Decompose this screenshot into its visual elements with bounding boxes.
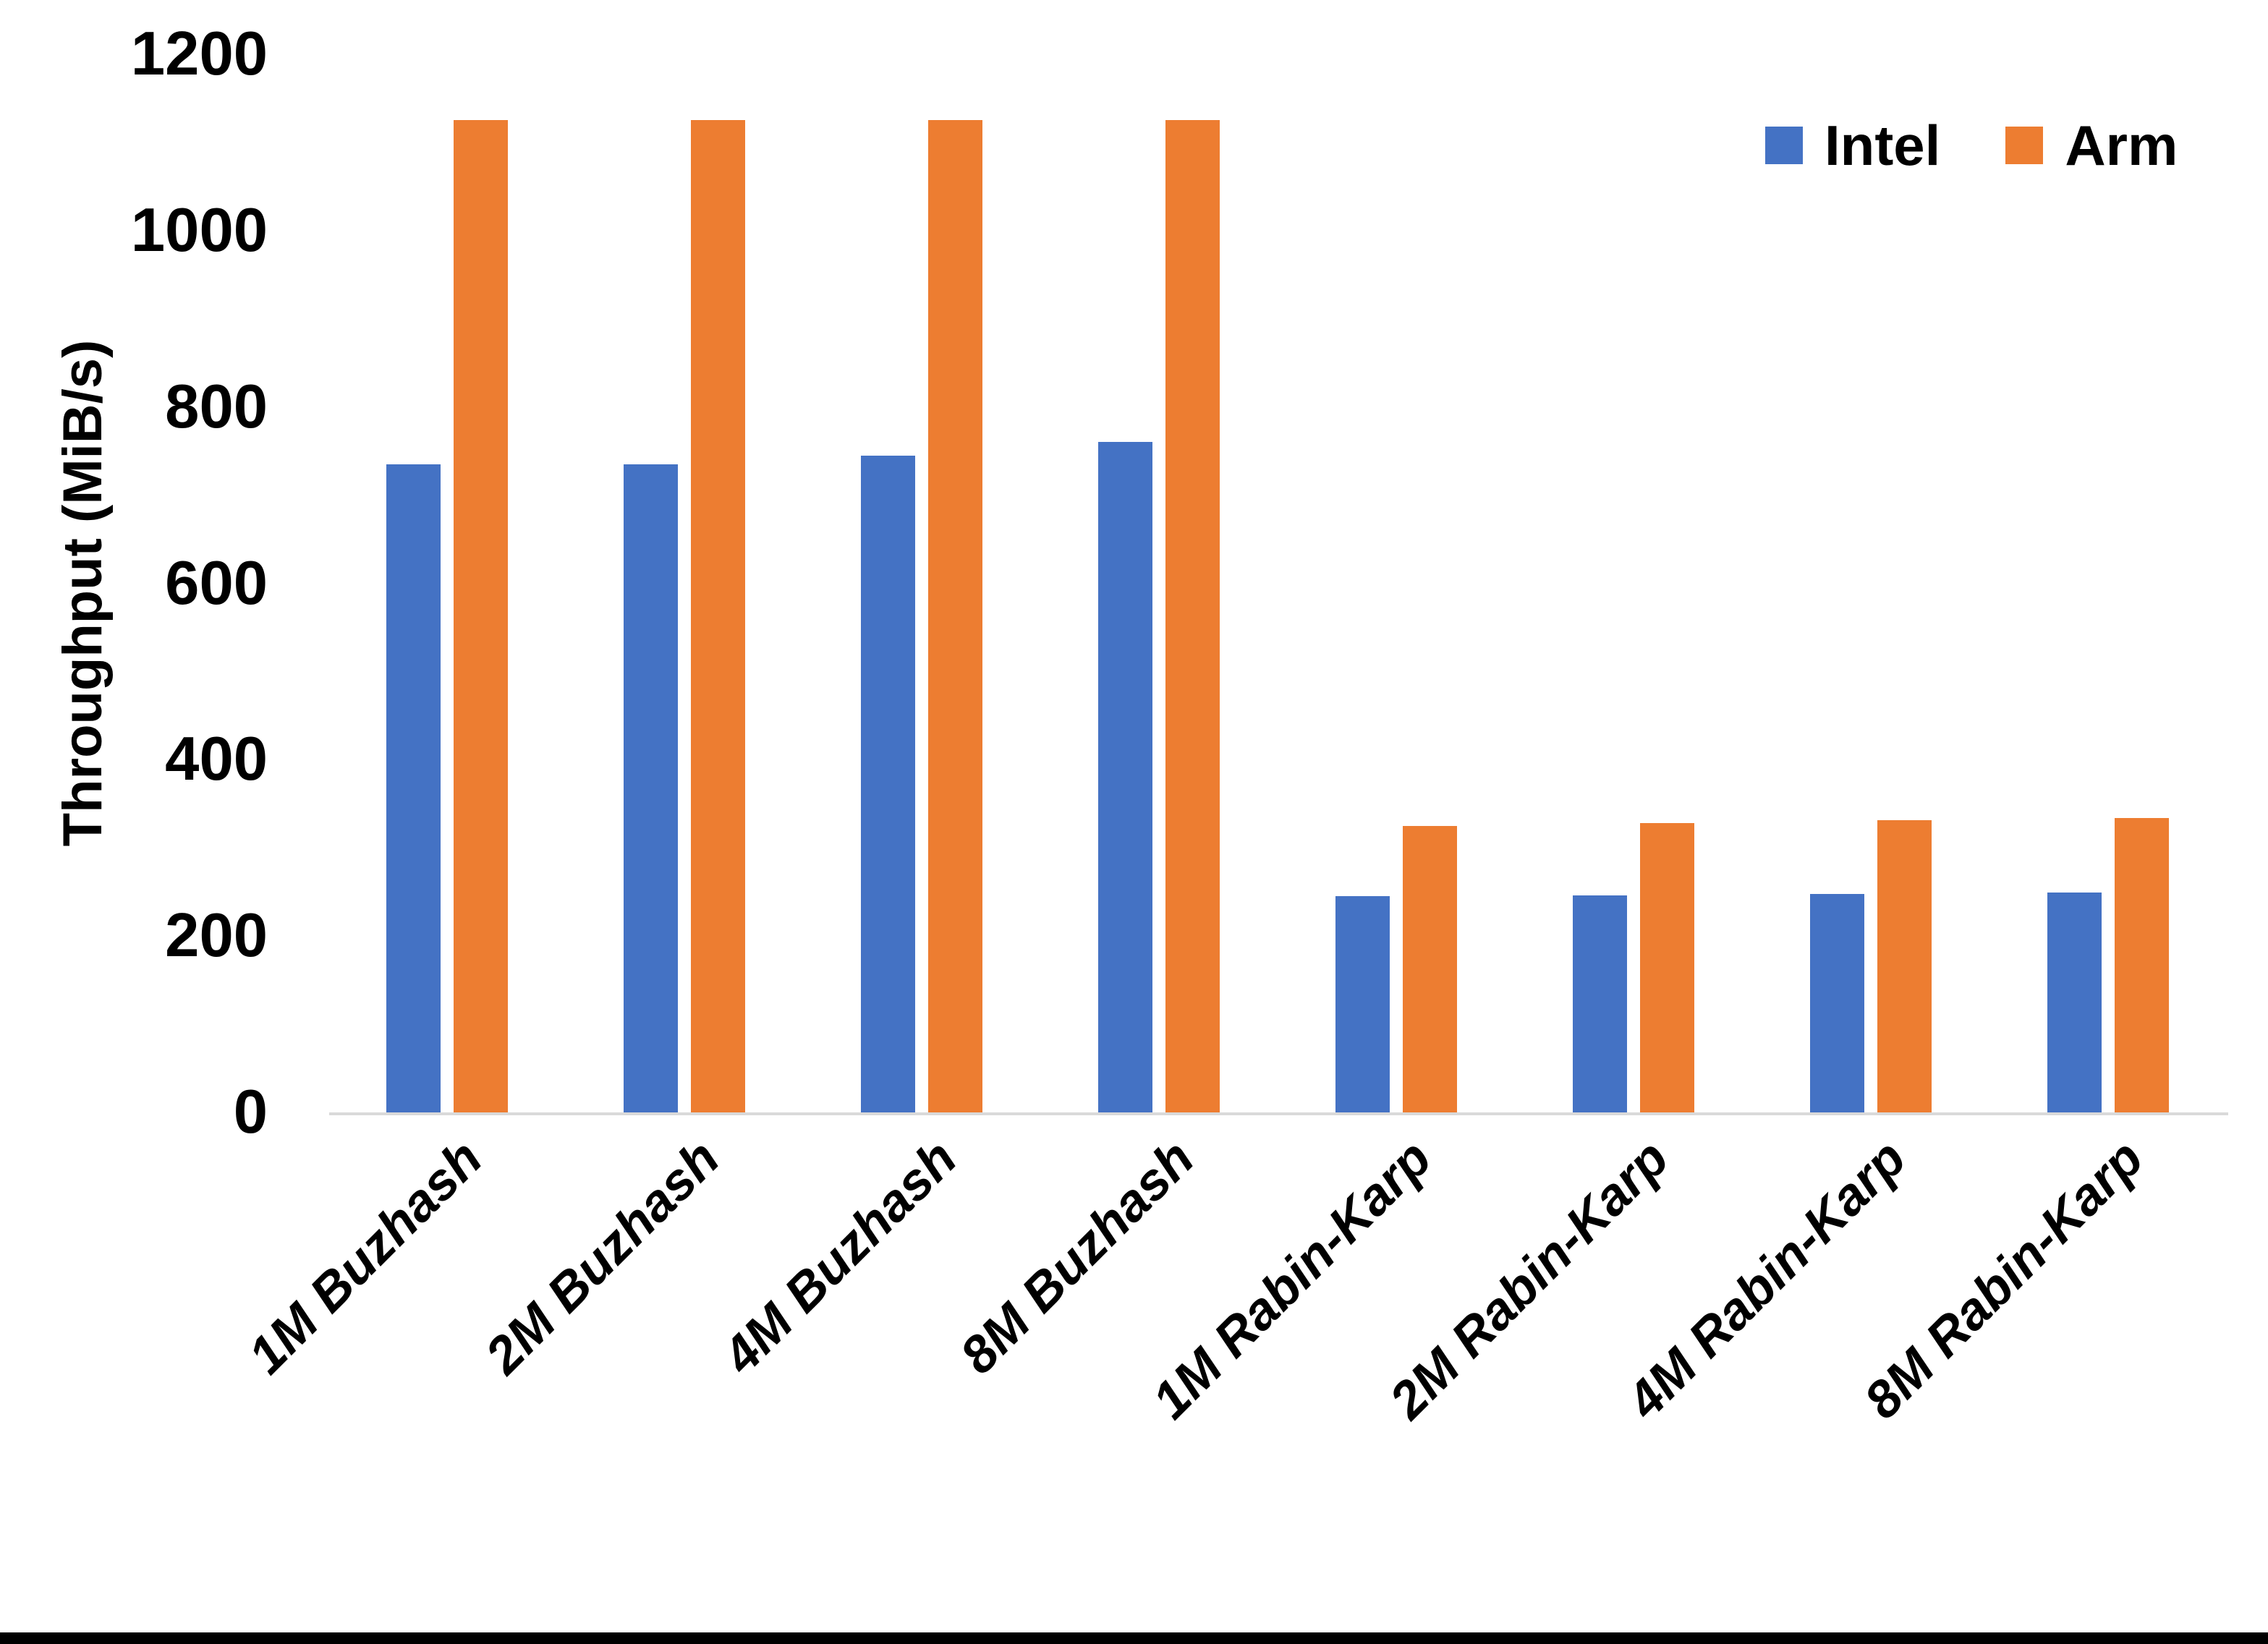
bar-intel-2m-buzhash (624, 464, 678, 1112)
legend-label-intel: Intel (1825, 114, 1941, 177)
bar-intel-1m-rabin-karp (1335, 896, 1390, 1112)
bar-intel-4m-buzhash (861, 456, 915, 1112)
bar-arm-8m-buzhash (1165, 120, 1220, 1112)
y-tick-label-600: 600 (165, 549, 268, 618)
legend-item-arm: Arm (2005, 113, 2178, 178)
legend-swatch-arm (2005, 127, 2044, 164)
y-tick-label-200: 200 (165, 901, 268, 970)
bar-arm-2m-rabin-karp (1640, 823, 1694, 1112)
x-axis-label-1m-buzhash: 1M Buzhash (237, 1129, 493, 1385)
x-axis-label-2m-buzhash: 2M Buzhash (475, 1129, 731, 1385)
bar-arm-8m-rabin-karp (2115, 818, 2169, 1112)
bar-arm-4m-rabin-karp (1877, 820, 1932, 1112)
bar-intel-1m-buzhash (386, 464, 441, 1112)
legend: Intel Arm (1765, 113, 2178, 178)
x-axis-label-8m-buzhash: 8M Buzhash (949, 1129, 1205, 1385)
x-axis-line (329, 1112, 2228, 1115)
y-tick-label-0: 0 (233, 1078, 268, 1146)
y-tick-label-400: 400 (165, 725, 268, 793)
y-tick-label-800: 800 (165, 372, 268, 441)
bar-arm-2m-buzhash (691, 120, 745, 1112)
y-tick-label-1200: 1200 (130, 20, 268, 88)
bar-intel-4m-rabin-karp (1810, 894, 1864, 1112)
bar-arm-1m-buzhash (454, 120, 508, 1112)
bar-arm-1m-rabin-karp (1403, 826, 1457, 1112)
bar-intel-2m-rabin-karp (1573, 895, 1627, 1112)
legend-item-intel: Intel (1765, 113, 1940, 178)
legend-swatch-intel (1765, 127, 1803, 164)
bar-intel-8m-rabin-karp (2047, 893, 2102, 1112)
bar-arm-4m-buzhash (928, 120, 982, 1112)
legend-label-arm: Arm (2065, 114, 2178, 177)
x-axis-label-4m-buzhash: 4M Buzhash (712, 1129, 968, 1385)
y-tick-label-1000: 1000 (130, 196, 268, 265)
bar-intel-8m-buzhash (1098, 442, 1152, 1112)
bottom-border (0, 1632, 2268, 1644)
